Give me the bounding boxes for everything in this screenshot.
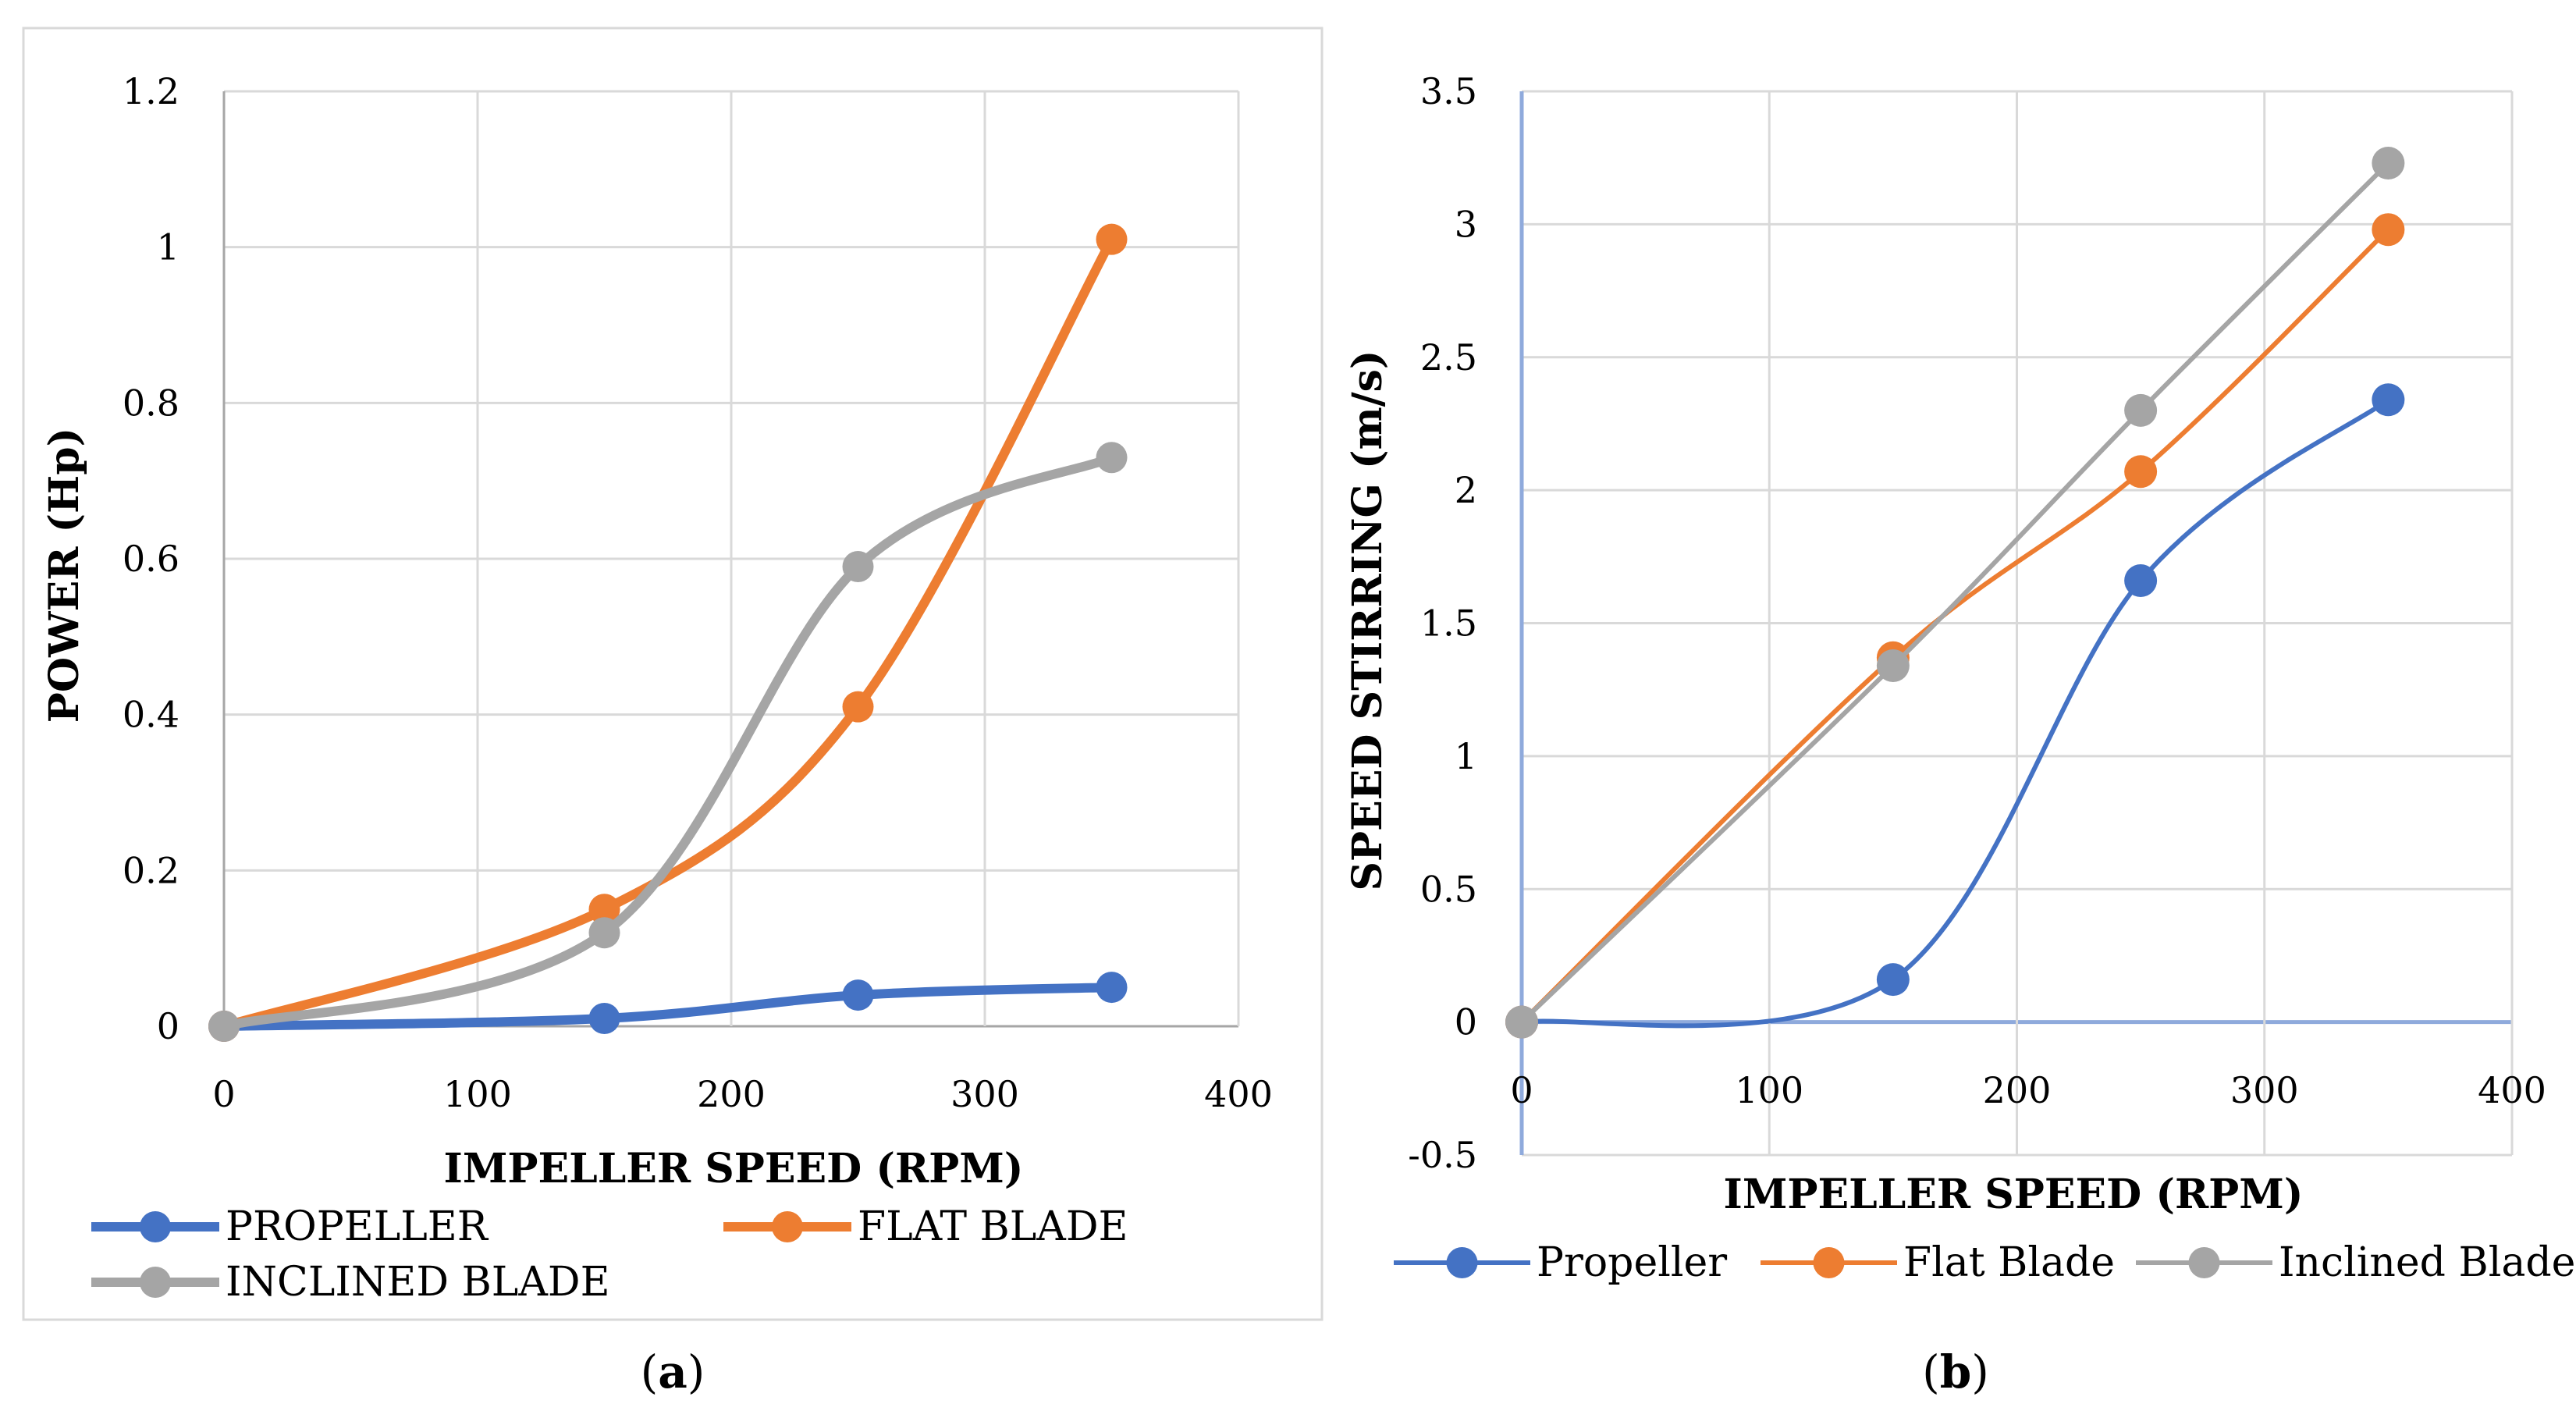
b-y-tick-label: -0.5: [1408, 1134, 1477, 1176]
a-point-propeller: [842, 979, 874, 1011]
a-point-propeller: [1096, 972, 1128, 1004]
a-point-inclined: [208, 1011, 240, 1042]
a-y-tick-label: 1.2: [123, 70, 179, 112]
a-y-tick-label: 0.4: [123, 694, 179, 736]
panel-b-letter: b: [1940, 1345, 1972, 1399]
chart-b-series: [1505, 147, 2405, 1039]
a-x-tick-label: 0: [212, 1073, 235, 1115]
chart-b-y-tick-labels: -0.5 0 0.5 1 1.5 2 2.5 3 3.5: [1408, 70, 1477, 1176]
b-point-flat: [2124, 455, 2158, 489]
chart-a-grid: [222, 90, 1240, 1028]
chart-a-y-axis-label: POWER (Hp): [41, 428, 88, 723]
b-x-tick-label: 0: [1510, 1069, 1533, 1111]
a-legend-marker-flat: [772, 1211, 803, 1242]
b-x-tick-label: 100: [1735, 1069, 1803, 1111]
a-legend-marker-propeller: [140, 1211, 171, 1242]
panel-a-caption: (a): [641, 1345, 705, 1399]
a-y-tick-label: 1: [157, 226, 179, 268]
a-legend-label-propeller: PROPELLER: [226, 1203, 489, 1250]
chart-b: -0.5 0 0.5 1 1.5 2 2.5 3 3.5 0 100 200 300 400 IMPEL…: [1344, 70, 2575, 1286]
chart-a-x-tick-labels: 0 100 200 300 400: [212, 1073, 1273, 1115]
b-x-tick-label: 400: [2478, 1069, 2546, 1111]
chart-b-y-axis-label: SPEED STIRRING (m/s): [1344, 350, 1391, 891]
a-point-inclined: [588, 917, 620, 949]
b-line-flat: [1519, 227, 2391, 1025]
a-legend-label-flat: FLAT BLADE: [858, 1203, 1128, 1250]
a-y-tick-label: 0.6: [123, 538, 179, 580]
a-point-flat: [1096, 223, 1128, 255]
chart-a-series: [208, 223, 1128, 1042]
a-x-tick-label: 300: [950, 1073, 1019, 1115]
chart-b-grid: [1519, 90, 2514, 1157]
b-y-tick-label: 2: [1455, 469, 1477, 511]
b-point-inclined: [2372, 147, 2405, 180]
a-y-tick-label: 0.8: [123, 382, 179, 424]
b-y-tick-label: 3: [1455, 203, 1477, 245]
a-line-flat: [219, 234, 1117, 1031]
b-y-tick-label: 3.5: [1420, 70, 1477, 112]
chart-a-legend: PROPELLER FLAT BLADE INCLINED BLADE: [91, 1203, 1128, 1306]
b-point-propeller: [2124, 563, 2158, 597]
a-line-propeller: [219, 983, 1117, 1031]
b-legend-label-inclined: Inclined Blade: [2279, 1239, 2575, 1286]
b-y-tick-label: 0: [1455, 1001, 1477, 1043]
a-x-tick-label: 200: [697, 1073, 766, 1115]
b-x-tick-label: 300: [2230, 1069, 2299, 1111]
b-legend-marker-flat: [1813, 1247, 1845, 1278]
b-y-tick-label: 2.5: [1420, 336, 1477, 379]
a-x-tick-label: 100: [443, 1073, 512, 1115]
a-line-inclined: [219, 453, 1117, 1031]
a-x-tick-label: 400: [1204, 1073, 1273, 1115]
a-y-tick-label: 0.2: [123, 849, 179, 891]
b-y-tick-label: 1.5: [1420, 602, 1477, 645]
a-point-flat: [842, 691, 874, 723]
b-y-tick-label: 0.5: [1420, 868, 1477, 910]
b-point-inclined: [1876, 649, 1910, 683]
b-point-propeller: [2372, 383, 2405, 417]
b-legend-label-propeller: Propeller: [1537, 1239, 1727, 1286]
a-legend-marker-inclined: [140, 1267, 171, 1298]
chart-b-x-tick-labels: 0 100 200 300 400: [1510, 1069, 2546, 1111]
chart-a-y-tick-labels: 0 0.2 0.4 0.6 0.8 1 1.2: [123, 70, 179, 1047]
panel-b-caption: (b): [1922, 1345, 1989, 1399]
b-x-tick-label: 200: [1983, 1069, 2052, 1111]
a-point-propeller: [588, 1003, 620, 1035]
a-y-tick-label: 0: [157, 1005, 179, 1047]
chart-b-legend: Propeller Flat Blade Inclined Blade: [1394, 1239, 2575, 1286]
chart-b-x-axis-label: IMPELLER SPEED (RPM): [1724, 1171, 2304, 1218]
b-point-inclined: [2124, 393, 2158, 427]
panel-a-letter: a: [658, 1345, 688, 1399]
b-point-propeller: [1876, 963, 1910, 997]
chart-a-x-axis-label: IMPELLER SPEED (RPM): [444, 1145, 1024, 1192]
a-point-inclined: [842, 550, 874, 582]
b-line-propeller: [1519, 397, 2391, 1029]
b-point-flat: [2372, 213, 2405, 247]
a-legend-label-inclined: INCLINED BLADE: [226, 1259, 610, 1306]
b-legend-marker-propeller: [1446, 1247, 1478, 1278]
b-line-inclined: [1519, 161, 2391, 1025]
a-point-inclined: [1096, 442, 1128, 474]
chart-a: 0 0.2 0.4 0.6 0.8 1 1.2 0 100 200 300 400 IMPELLER…: [41, 70, 1273, 1306]
chart-a-frame: [22, 27, 1324, 1321]
b-point-inclined: [1505, 1005, 1538, 1039]
a-point-flat: [588, 894, 620, 926]
b-y-tick-label: 1: [1455, 735, 1477, 777]
b-legend-label-flat: Flat Blade: [1903, 1239, 2115, 1286]
b-legend-marker-inclined: [2188, 1247, 2220, 1278]
